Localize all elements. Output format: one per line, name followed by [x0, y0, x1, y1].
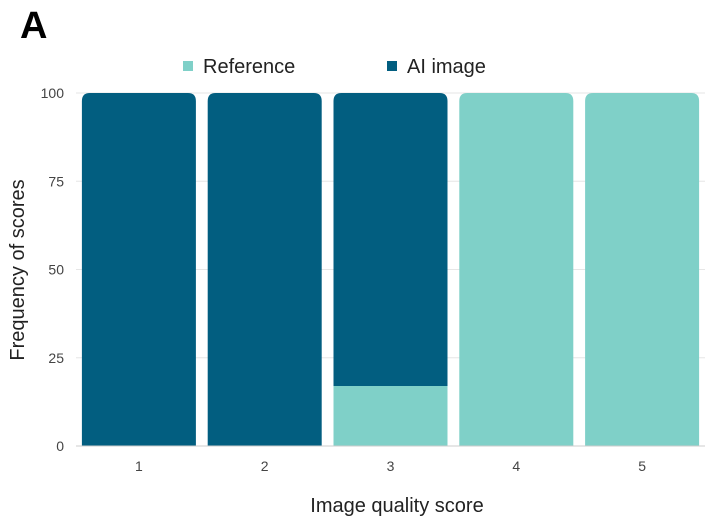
y-axis-title: Frequency of scores	[7, 179, 29, 360]
legend-swatch-ai-image	[387, 61, 397, 71]
x-axis-title: Image quality score	[310, 495, 483, 517]
x-tick-label: 3	[387, 458, 395, 474]
x-tick-label: 2	[261, 458, 269, 474]
y-tick-label: 0	[56, 438, 64, 454]
x-tick-label: 1	[135, 458, 143, 474]
bars	[81, 93, 700, 446]
legend-swatch-reference	[183, 61, 193, 71]
legend-label: Reference	[203, 56, 295, 78]
y-tick-label: 75	[48, 173, 64, 189]
y-tick-label: 25	[48, 350, 64, 366]
bar-reference-3	[333, 385, 448, 446]
legend-label: AI image	[407, 56, 486, 78]
panel-label: A	[20, 5, 47, 47]
legend: Reference AI image	[183, 56, 486, 78]
bar-reference-4	[459, 93, 574, 446]
bar-ai-image-3	[333, 93, 448, 386]
x-tick-label: 5	[638, 458, 646, 474]
x-tick-label: 4	[512, 458, 520, 474]
bar-reference-5	[585, 93, 700, 446]
y-tick-label: 50	[48, 262, 64, 278]
bar-ai-image-2	[207, 93, 322, 446]
bar-ai-image-1	[81, 93, 196, 446]
axes: 0 25 50 75 100 1 2 3 4 5	[41, 85, 705, 474]
y-tick-label: 100	[41, 85, 65, 101]
